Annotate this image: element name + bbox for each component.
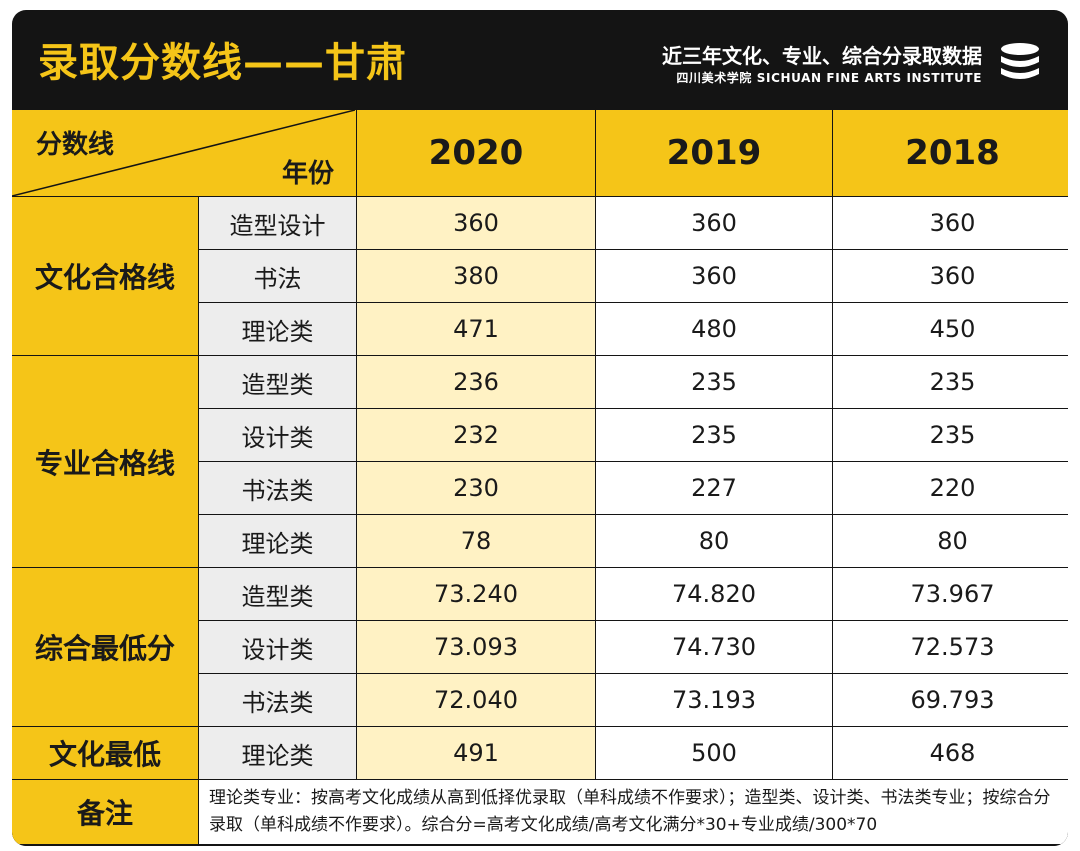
score-cell: 236	[357, 356, 595, 408]
score-cell: 500	[596, 727, 832, 779]
score-cell: 227	[596, 462, 832, 514]
score-cell: 80	[833, 515, 1068, 567]
stacked-discs-icon	[1001, 43, 1039, 79]
score-cell: 360	[596, 197, 832, 249]
subcategory-label: 书法	[199, 250, 356, 302]
score-cell: 73.967	[833, 568, 1068, 620]
subcategory-label: 造型设计	[199, 197, 356, 249]
category-label: 专业合格线	[12, 356, 198, 567]
note-label: 备注	[12, 780, 198, 844]
subcategory-label: 设计类	[199, 621, 356, 673]
subcategory-label: 书法类	[199, 674, 356, 726]
subtitle: 近三年文化、专业、综合分录取数据	[662, 44, 982, 68]
score-cell: 73.093	[357, 621, 595, 673]
score-cell: 72.040	[357, 674, 595, 726]
score-cell: 360	[833, 250, 1068, 302]
score-cell: 235	[596, 356, 832, 408]
score-cell: 480	[596, 303, 832, 355]
corner-label-year: 年份	[281, 159, 334, 189]
subcategory-label: 理论类	[199, 727, 356, 779]
score-cell: 78	[357, 515, 595, 567]
score-cell: 232	[357, 409, 595, 461]
score-cell: 491	[357, 727, 595, 779]
category-label: 文化合格线	[12, 197, 198, 355]
score-cell: 450	[833, 303, 1068, 355]
score-cell: 73.240	[357, 568, 595, 620]
diagonal-divider	[12, 110, 355, 196]
score-cell: 72.573	[833, 621, 1068, 673]
table-corner-header: 分数线 年份	[12, 110, 356, 196]
corner-label-score-line: 分数线	[36, 130, 115, 160]
subcategory-label: 造型类	[199, 568, 356, 620]
note-text: 理论类专业：按高考文化成绩从高到低择优录取（单科成绩不作要求）；造型类、设计类、…	[199, 780, 1068, 844]
subcategory-label: 理论类	[199, 303, 356, 355]
subcategory-label: 造型类	[199, 356, 356, 408]
category-label: 文化最低	[12, 727, 198, 779]
subcategory-label: 理论类	[199, 515, 356, 567]
score-cell: 235	[596, 409, 832, 461]
score-table: 分数线 年份 2020 2019 2018 文化合格线 造型设计 360 360 360 书法 3…	[12, 110, 1068, 846]
year-header: 2018	[833, 110, 1068, 196]
score-card: 录取分数线——甘肃 近三年文化、专业、综合分录取数据 四川美术学院 SICHUA…	[12, 10, 1068, 846]
score-cell: 80	[596, 515, 832, 567]
score-cell: 235	[833, 356, 1068, 408]
year-header: 2020	[357, 110, 595, 196]
header-bar: 录取分数线——甘肃 近三年文化、专业、综合分录取数据 四川美术学院 SICHUA…	[12, 10, 1068, 110]
subcategory-label: 书法类	[199, 462, 356, 514]
score-cell: 74.730	[596, 621, 832, 673]
score-cell: 380	[357, 250, 595, 302]
score-cell: 230	[357, 462, 595, 514]
score-cell: 235	[833, 409, 1068, 461]
score-cell: 360	[833, 197, 1068, 249]
category-label: 综合最低分	[12, 568, 198, 726]
page-title: 录取分数线——甘肃	[38, 40, 407, 86]
year-header: 2019	[596, 110, 832, 196]
score-cell: 74.820	[596, 568, 832, 620]
institute-name: 四川美术学院 SICHUAN FINE ARTS INSTITUTE	[676, 71, 982, 85]
subcategory-label: 设计类	[199, 409, 356, 461]
score-cell: 471	[357, 303, 595, 355]
score-cell: 220	[833, 462, 1068, 514]
score-cell: 73.193	[596, 674, 832, 726]
score-cell: 69.793	[833, 674, 1068, 726]
score-cell: 360	[357, 197, 595, 249]
score-cell: 468	[833, 727, 1068, 779]
score-cell: 360	[596, 250, 832, 302]
